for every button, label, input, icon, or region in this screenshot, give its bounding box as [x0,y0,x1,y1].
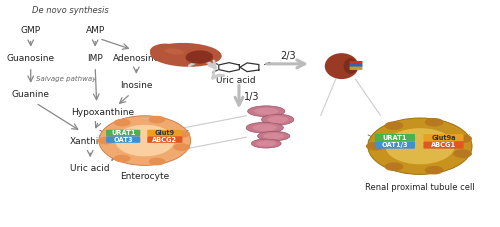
Ellipse shape [344,58,357,74]
Ellipse shape [115,125,174,156]
Text: Glut9a: Glut9a [431,135,456,141]
Text: ABCG2: ABCG2 [152,137,178,143]
Ellipse shape [254,108,278,115]
Ellipse shape [256,141,276,146]
FancyBboxPatch shape [147,130,182,136]
Text: Renal proximal tubule cell: Renal proximal tubule cell [365,183,475,192]
Circle shape [453,134,472,143]
Text: AMP: AMP [86,25,105,35]
Ellipse shape [368,118,472,174]
Ellipse shape [258,131,290,141]
Ellipse shape [386,128,454,164]
FancyBboxPatch shape [424,134,464,141]
Text: Enterocyte: Enterocyte [120,172,170,181]
Circle shape [148,116,166,123]
FancyBboxPatch shape [375,141,415,149]
Text: Adenosine: Adenosine [112,54,160,63]
Text: Hypoxanthine: Hypoxanthine [71,108,134,117]
Text: Xanthine: Xanthine [70,137,110,146]
Ellipse shape [246,122,284,133]
Circle shape [114,119,130,126]
Text: URAT1: URAT1 [382,135,407,141]
Text: XOR: XOR [133,134,152,143]
Circle shape [114,155,130,162]
Text: URAT1: URAT1 [111,130,136,136]
Text: 1/3: 1/3 [244,92,259,102]
Text: IMP: IMP [88,54,103,63]
Text: GMP: GMP [20,25,41,35]
Text: Glut9: Glut9 [154,130,174,136]
Ellipse shape [267,116,288,123]
Ellipse shape [262,114,294,125]
Ellipse shape [150,43,222,67]
Text: 2/3: 2/3 [280,51,295,61]
FancyBboxPatch shape [350,67,362,70]
FancyBboxPatch shape [106,136,140,143]
Text: OAT1/3: OAT1/3 [382,142,408,148]
Ellipse shape [186,50,213,64]
Ellipse shape [150,44,182,59]
FancyBboxPatch shape [350,61,362,64]
Ellipse shape [252,139,281,148]
Text: Guanine: Guanine [12,90,50,99]
Text: Salvage pathway: Salvage pathway [36,75,96,81]
Text: OAT3: OAT3 [114,137,133,143]
FancyBboxPatch shape [424,141,464,149]
Text: De novo synthesis: De novo synthesis [32,6,109,15]
Text: Guanosine: Guanosine [6,54,55,63]
FancyBboxPatch shape [106,130,140,136]
Circle shape [384,163,404,171]
FancyBboxPatch shape [147,136,182,143]
Circle shape [174,143,190,151]
Ellipse shape [165,48,184,54]
Circle shape [98,137,114,144]
Circle shape [148,158,166,165]
Ellipse shape [252,124,277,131]
Circle shape [453,149,472,158]
Ellipse shape [263,133,284,139]
Circle shape [366,142,385,151]
Circle shape [424,166,444,175]
Ellipse shape [325,53,358,79]
Text: Uric acid: Uric acid [216,76,256,85]
Text: Inosine: Inosine [120,81,152,90]
Circle shape [384,121,404,130]
Text: Uric acid: Uric acid [70,164,110,173]
Circle shape [174,130,190,138]
FancyBboxPatch shape [350,64,362,67]
FancyBboxPatch shape [375,134,415,141]
Ellipse shape [99,116,190,165]
Text: ABCG1: ABCG1 [431,142,456,148]
Ellipse shape [248,106,285,117]
Circle shape [424,118,444,126]
